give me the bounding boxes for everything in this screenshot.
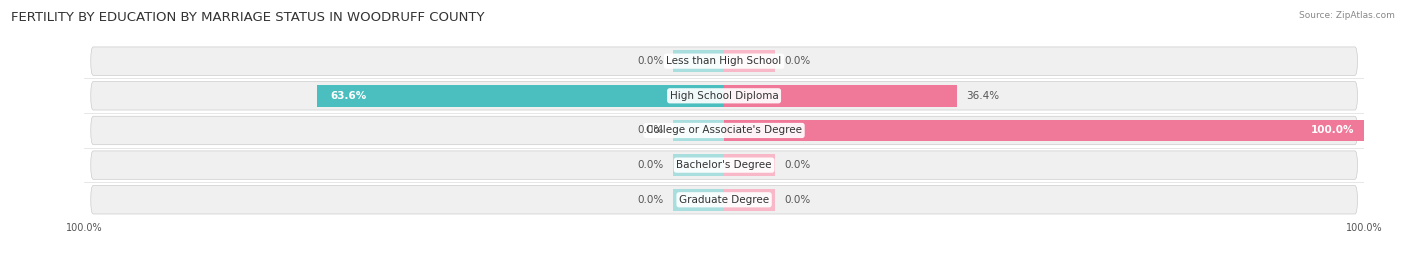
Bar [673, 189, 724, 211]
Text: High School Diploma: High School Diploma [669, 91, 779, 101]
FancyBboxPatch shape [91, 116, 1357, 145]
FancyBboxPatch shape [91, 47, 1357, 75]
Text: College or Associate's Degree: College or Associate's Degree [647, 125, 801, 136]
Text: 0.0%: 0.0% [637, 125, 664, 136]
Text: 0.0%: 0.0% [785, 195, 811, 205]
Legend: Married, Unmarried: Married, Unmarried [650, 266, 799, 269]
Bar [673, 120, 724, 141]
Bar [724, 189, 775, 211]
Text: 0.0%: 0.0% [785, 160, 811, 170]
Bar [724, 50, 775, 72]
Text: 0.0%: 0.0% [637, 195, 664, 205]
Bar [673, 50, 724, 72]
FancyBboxPatch shape [91, 151, 1357, 179]
Text: Less than High School: Less than High School [666, 56, 782, 66]
Bar [724, 85, 957, 107]
Text: 63.6%: 63.6% [330, 91, 367, 101]
Text: Source: ZipAtlas.com: Source: ZipAtlas.com [1299, 11, 1395, 20]
Text: 100.0%: 100.0% [1310, 125, 1354, 136]
Bar [724, 154, 775, 176]
FancyBboxPatch shape [91, 186, 1357, 214]
Text: FERTILITY BY EDUCATION BY MARRIAGE STATUS IN WOODRUFF COUNTY: FERTILITY BY EDUCATION BY MARRIAGE STATU… [11, 11, 485, 24]
Bar [318, 85, 724, 107]
Text: 36.4%: 36.4% [966, 91, 1000, 101]
Text: 0.0%: 0.0% [637, 160, 664, 170]
FancyBboxPatch shape [91, 82, 1357, 110]
Bar [724, 120, 1364, 141]
Text: 0.0%: 0.0% [785, 56, 811, 66]
Text: 0.0%: 0.0% [637, 56, 664, 66]
Text: Graduate Degree: Graduate Degree [679, 195, 769, 205]
Bar [673, 154, 724, 176]
Text: Bachelor's Degree: Bachelor's Degree [676, 160, 772, 170]
